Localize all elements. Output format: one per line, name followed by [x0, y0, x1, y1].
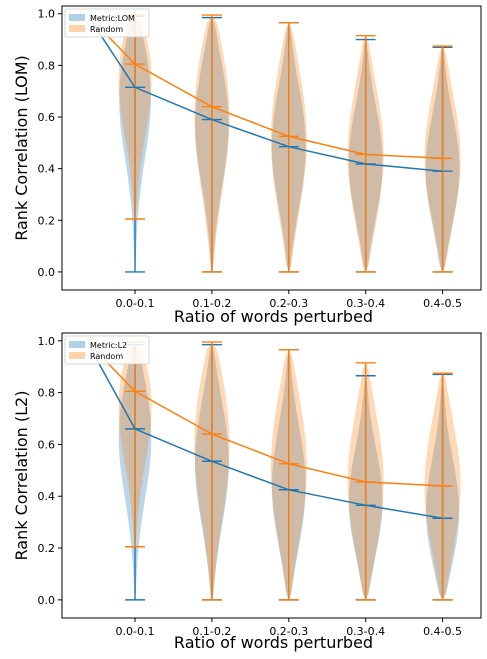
- y-tick-label: 0.0: [38, 266, 56, 279]
- legend-swatch-random: [69, 352, 85, 359]
- y-tick-label: 0.2: [38, 542, 56, 555]
- y-axis-title: Rank Correlation (L2): [12, 391, 31, 561]
- y-tick-label: 0.8: [38, 387, 56, 400]
- x-axis-title: Ratio of words perturbed: [174, 307, 373, 326]
- y-tick-label: 0.0: [38, 594, 56, 607]
- x-tick-label: 0.2-0.3: [269, 297, 308, 310]
- y-tick-label: 0.6: [38, 438, 56, 451]
- y-tick-label: 0.4: [38, 163, 56, 176]
- x-tick-label: 0.4-0.5: [423, 625, 462, 638]
- x-tick-label: 0.4-0.5: [423, 297, 462, 310]
- legend-label-random: Random: [90, 352, 123, 361]
- x-tick-label: 0.0-0.1: [116, 297, 155, 310]
- x-axis-title: Ratio of words perturbed: [174, 633, 373, 652]
- chart-panel-2: 0.0 0.2 0.4 0.6 0.8 1.0 0.0-0.1 0.1-0.2 0.2-0.3 0…: [12, 332, 482, 652]
- mean-line-metric: [89, 346, 443, 520]
- x-tick-label: 0.1-0.2: [192, 625, 231, 638]
- legend: Metric:LOM Random: [64, 8, 150, 38]
- y-tick-label: 0.4: [38, 490, 56, 503]
- legend-swatch-random: [69, 25, 85, 32]
- x-tick-label: 0.2-0.3: [269, 625, 308, 638]
- legend-label-metric: Metric:L2: [90, 341, 127, 350]
- x-tick-label: 0.1-0.2: [192, 297, 231, 310]
- y-tick-label: 1.0: [38, 335, 56, 348]
- y-tick-label: 0.8: [38, 59, 56, 72]
- plot-frame: [61, 332, 482, 619]
- mean-line-random: [89, 344, 443, 487]
- legend-label-random: Random: [90, 25, 123, 34]
- y-tick-label: 1.0: [38, 8, 56, 21]
- y-tick-label: 0.6: [38, 111, 56, 124]
- plot-frame: [61, 5, 482, 291]
- legend-box: [64, 335, 150, 365]
- legend-swatch-metric: [69, 341, 85, 348]
- legend-label-metric: Metric:LOM: [90, 14, 135, 23]
- mean-line-metric: [89, 18, 443, 172]
- legend-box: [64, 8, 150, 38]
- x-tick-label: 0.0-0.1: [116, 625, 155, 638]
- y-axis-title: Rank Correlation (LOM): [12, 55, 31, 241]
- x-tick-label: 0.3-0.4: [346, 297, 385, 310]
- x-tick-label: 0.3-0.4: [346, 625, 385, 638]
- chart-panel-1: 0.0 0.2 0.4 0.6 0.8 1.0 0.0-0.1 0.1-0.2 0.2-0.3 0…: [12, 5, 482, 326]
- legend-swatch-metric: [69, 14, 85, 21]
- y-tick-label: 0.2: [38, 214, 56, 227]
- legend: Metric:L2 Random: [64, 335, 150, 365]
- mean-line-random: [89, 17, 443, 160]
